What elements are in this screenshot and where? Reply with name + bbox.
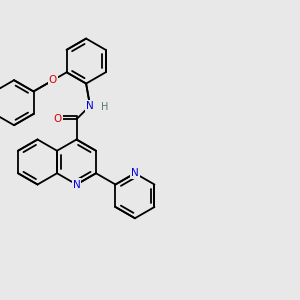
- Text: N: N: [131, 168, 139, 178]
- Text: N: N: [73, 179, 80, 190]
- Text: O: O: [49, 75, 57, 85]
- Text: O: O: [53, 114, 62, 124]
- Text: N: N: [86, 101, 94, 111]
- Text: H: H: [101, 102, 109, 112]
